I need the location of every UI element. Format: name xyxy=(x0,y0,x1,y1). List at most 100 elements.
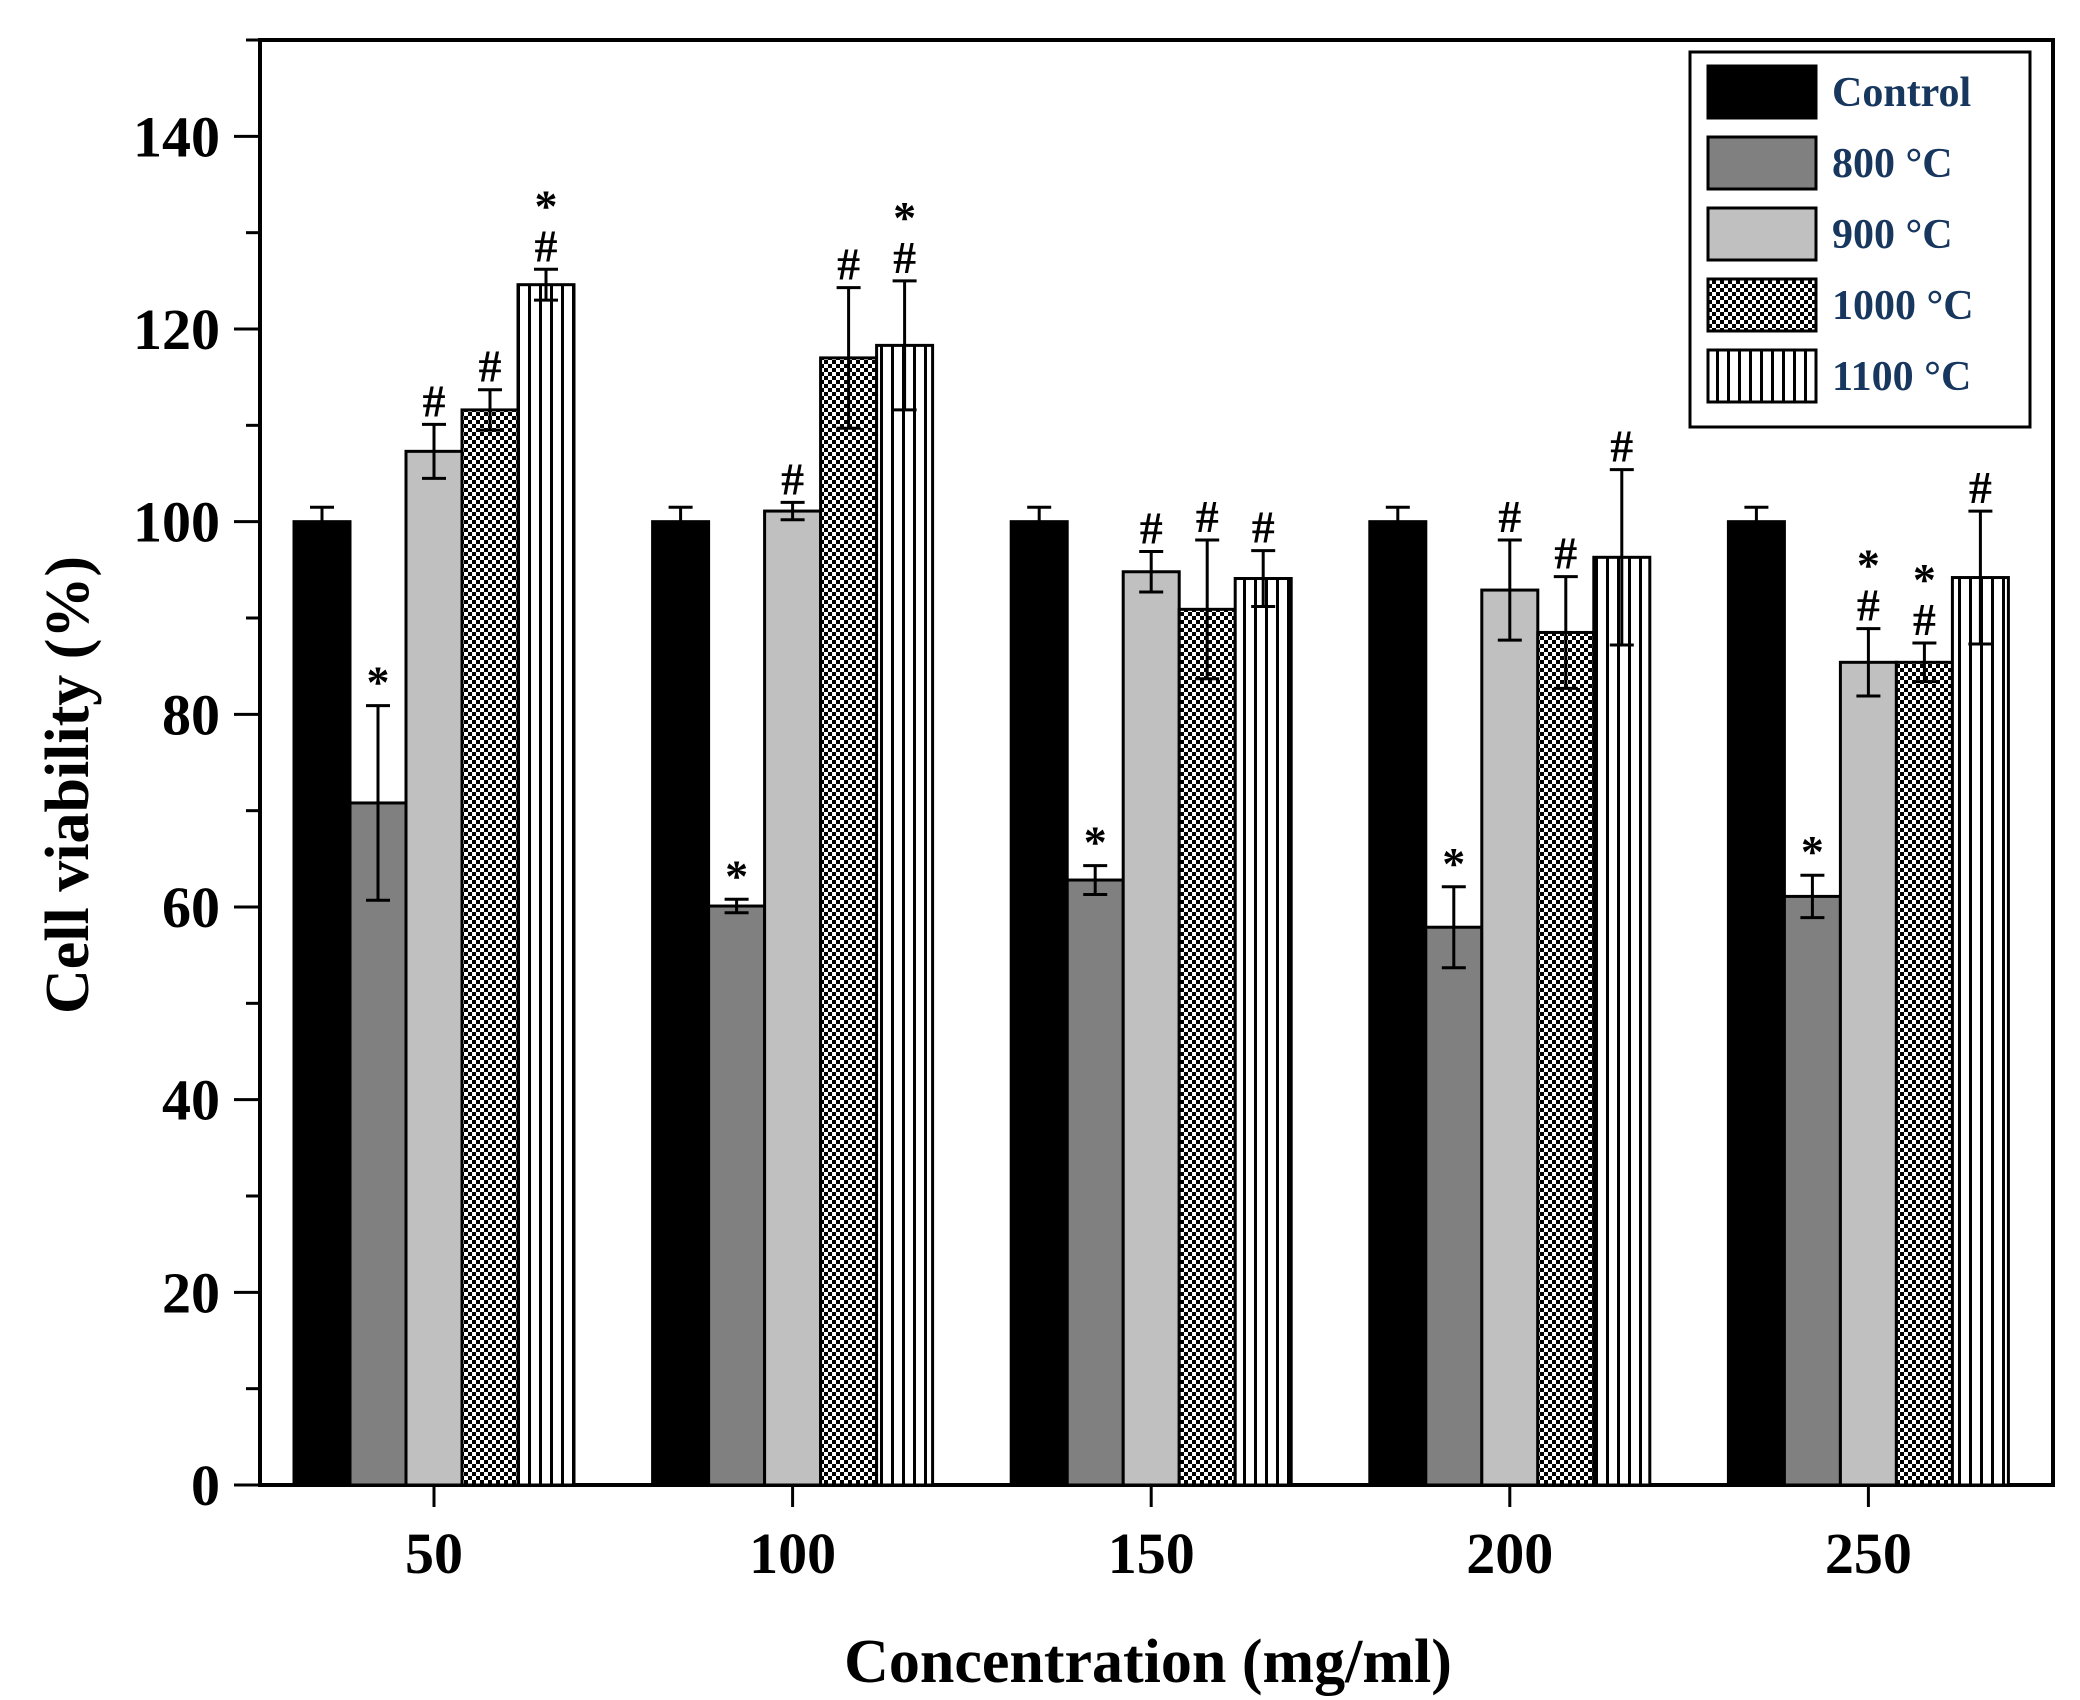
significance-mark: * xyxy=(725,850,748,901)
legend-swatch xyxy=(1706,135,1818,191)
significance-mark: * xyxy=(1801,826,1824,877)
error-bar xyxy=(534,267,558,302)
x-tick-label: 100 xyxy=(749,1521,836,1586)
bar-control-250 xyxy=(1726,520,1786,1487)
significance-mark: * # xyxy=(893,192,916,283)
x-tick-label: 250 xyxy=(1825,1521,1912,1586)
error-bar xyxy=(1441,885,1466,970)
bar-1100c-250 xyxy=(1950,576,2010,1487)
error-bar xyxy=(1497,538,1522,642)
bar-1100c-150 xyxy=(1233,577,1293,1487)
significance-mark: * # xyxy=(535,180,558,271)
significance-mark: # xyxy=(1252,502,1275,553)
error-bar xyxy=(724,897,749,915)
bar-900c-200 xyxy=(1480,588,1540,1487)
error-bar xyxy=(1083,864,1108,896)
significance-mark: # xyxy=(1498,491,1521,542)
significance-mark: # xyxy=(1140,503,1163,554)
bar-1100c-100 xyxy=(875,343,935,1487)
y-tick-label: 120 xyxy=(133,297,220,362)
error-bar xyxy=(1139,550,1164,594)
significance-mark: * # xyxy=(1913,554,1936,645)
error-bar xyxy=(422,422,446,480)
significance-mark: # xyxy=(1554,528,1577,579)
significance-mark: # xyxy=(423,375,446,426)
y-tick-label: 40 xyxy=(162,1068,220,1133)
bar-1000c-50 xyxy=(460,408,520,1487)
legend-label: 800 °C xyxy=(1832,141,1953,187)
bar-1000c-200 xyxy=(1536,630,1596,1487)
bar-1000c-250 xyxy=(1894,660,1954,1487)
error-bar xyxy=(1912,641,1937,684)
legend-label: 900 °C xyxy=(1832,212,1953,258)
bar-800c-150 xyxy=(1065,878,1125,1487)
y-tick-label: 0 xyxy=(191,1453,220,1518)
bar-900c-50 xyxy=(404,449,464,1487)
bar-800c-50 xyxy=(348,801,408,1487)
bar-control-50 xyxy=(292,520,352,1487)
legend: Control 800 °C 900 °C 1000 °C 1100 °C xyxy=(1688,50,2032,429)
significance-mark: * # xyxy=(1857,540,1880,631)
error-bar xyxy=(366,704,390,902)
legend-swatch xyxy=(1706,206,1818,262)
bar-800c-100 xyxy=(707,904,767,1487)
error-bar xyxy=(1027,505,1052,538)
bar-control-150 xyxy=(1009,520,1069,1487)
error-bar xyxy=(1856,627,1881,698)
y-axis-title: Cell viability (%) xyxy=(34,556,102,1014)
x-tick-label: 50 xyxy=(405,1521,463,1586)
error-bar xyxy=(668,505,693,538)
significance-mark: # xyxy=(837,239,860,290)
x-axis: 50 100 150 200 250 xyxy=(405,1485,1912,1586)
x-tick-label: 200 xyxy=(1466,1521,1553,1586)
bar-control-100 xyxy=(651,520,711,1487)
bar-1000c-150 xyxy=(1177,607,1237,1487)
legend-swatch xyxy=(1706,348,1818,404)
bar-1100c-200 xyxy=(1592,555,1652,1487)
error-bar xyxy=(892,279,917,412)
x-axis-title: Concentration (mg/ml) xyxy=(844,1628,1452,1696)
bar-900c-150 xyxy=(1121,570,1181,1487)
bar-1000c-100 xyxy=(819,356,879,1487)
error-bar xyxy=(310,505,334,538)
bar-control-200 xyxy=(1368,520,1428,1487)
error-bar xyxy=(1553,575,1578,690)
error-bar xyxy=(1800,873,1825,920)
significance-mark: * xyxy=(1442,838,1465,889)
significance-mark: * xyxy=(1084,817,1107,868)
error-bar xyxy=(1609,468,1634,647)
significance-mark: # xyxy=(781,453,804,504)
legend-label: 1000 °C xyxy=(1832,283,1974,329)
bar-900c-250 xyxy=(1838,660,1898,1487)
significance-mark: # xyxy=(1969,462,1992,513)
y-tick-label: 100 xyxy=(133,490,220,555)
legend-swatch xyxy=(1706,277,1818,333)
significance-mark: * xyxy=(367,657,390,708)
error-bar xyxy=(1195,538,1220,681)
y-tick-label: 80 xyxy=(162,682,220,747)
y-tick-label: 60 xyxy=(162,875,220,940)
error-bar xyxy=(478,388,502,432)
bar-800c-200 xyxy=(1424,925,1484,1487)
error-bar xyxy=(836,286,861,430)
bar-1100c-50 xyxy=(516,283,576,1487)
x-tick-label: 150 xyxy=(1108,1521,1195,1586)
significance-mark: # xyxy=(1196,491,1219,542)
error-bar xyxy=(1385,505,1410,538)
error-bar xyxy=(780,500,805,522)
legend-swatch xyxy=(1706,64,1818,120)
bar-900c-100 xyxy=(763,509,823,1487)
significance-mark: # xyxy=(1610,421,1633,472)
error-bar xyxy=(1968,509,1993,646)
significance-mark: # xyxy=(479,341,502,392)
error-bar xyxy=(1251,549,1276,608)
error-bar xyxy=(1744,505,1769,538)
y-axis: 0 20 40 60 80 100 120 140 xyxy=(133,38,260,1518)
y-tick-label: 140 xyxy=(133,104,220,169)
bar-800c-250 xyxy=(1782,894,1842,1487)
legend-label: 1100 °C xyxy=(1832,354,1971,400)
y-tick-label: 20 xyxy=(162,1260,220,1325)
legend-label: Control xyxy=(1832,70,1971,116)
bars-layer: *##* #*##* #*# # #*###** #* ## xyxy=(292,180,2010,1487)
